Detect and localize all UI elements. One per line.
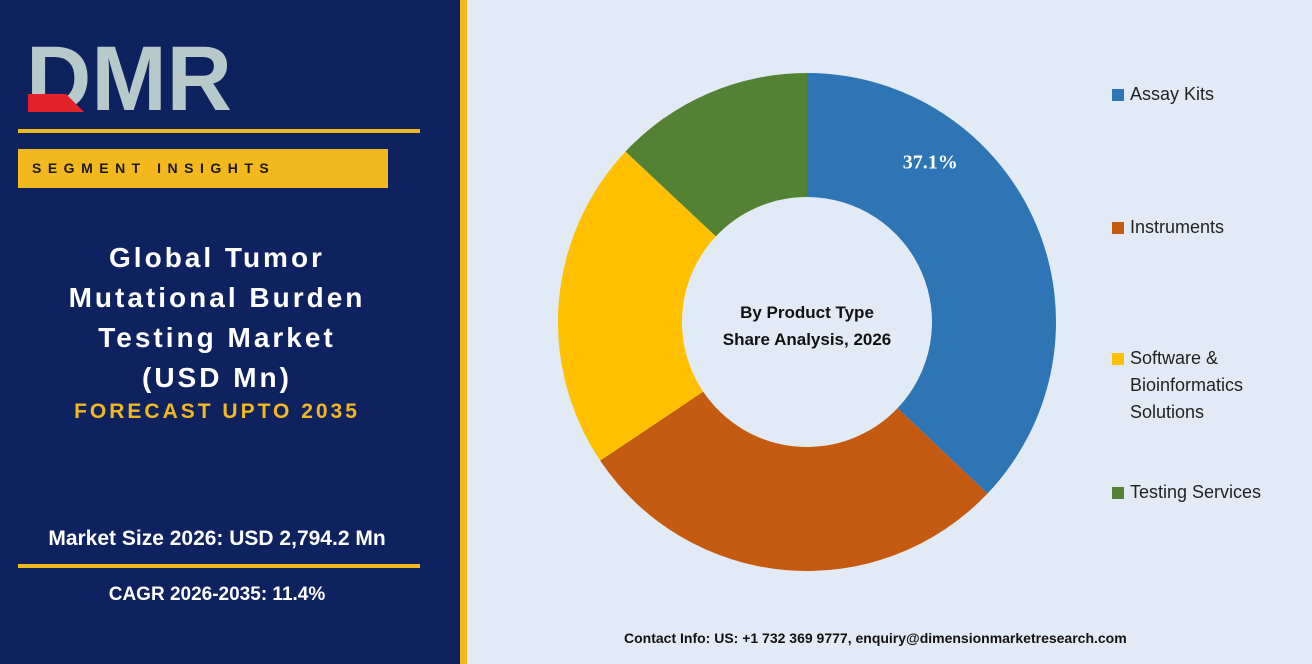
title-line-1: Global Tumor (109, 242, 325, 273)
dmr-logo: DMR (26, 38, 232, 116)
donut-chart: 37.1% By Product Type Share Analysis, 20… (558, 73, 1056, 571)
center-label-line-1: By Product Type (740, 303, 874, 322)
legend-label-line: Assay Kits (1130, 84, 1215, 104)
legend-label-line: Bioinformatics (1130, 375, 1244, 395)
market-size-stat: Market Size 2026: USD 2,794.2 Mn (48, 527, 386, 550)
contact-info: Contact Info: US: +1 732 369 9777, enqui… (624, 630, 1127, 646)
title-line-4: (USD Mn) (142, 362, 292, 393)
legend-label: Instruments (1130, 214, 1224, 241)
divider-bottom (18, 564, 420, 568)
legend-label-line: Solutions (1130, 402, 1205, 422)
legend-label: Testing Services (1130, 479, 1261, 506)
slice-data-label: 37.1% (903, 151, 958, 173)
divider-top (18, 129, 420, 133)
legend-label-line: Testing Services (1130, 482, 1262, 502)
donut-slice-software-bioinformatics-solutions (558, 151, 716, 461)
accent-strip (460, 0, 467, 664)
title-line-2: Mutational Burden (68, 282, 366, 313)
donut-slices (558, 73, 1056, 571)
donut-slice-testing-services (625, 73, 807, 237)
cagr-stat: CAGR 2026-2035: 11.4% (108, 584, 326, 605)
center-label-line-2: Share Analysis, 2026 (723, 330, 892, 349)
forecast-label: FORECAST UPTO 2035 (74, 400, 360, 423)
legend-label-line: Instruments (1130, 217, 1225, 237)
legend-label: Software & Bioinformatics Solutions (1130, 345, 1243, 426)
donut-slice-assay-kits (807, 73, 1056, 494)
legend-swatch (1112, 89, 1124, 101)
donut-slice-labels: 37.1% (903, 151, 958, 173)
legend-label-line: Software & (1130, 348, 1219, 368)
legend-swatch (1112, 222, 1124, 234)
legend-swatch (1112, 487, 1124, 499)
legend-swatch (1112, 353, 1124, 365)
legend-label: Assay Kits (1130, 81, 1214, 108)
title-line-3: Testing Market (98, 322, 336, 353)
segment-insights-text: SEGMENT INSIGHTS (32, 160, 276, 176)
segment-insights-banner: SEGMENT INSIGHTS (18, 149, 388, 188)
donut-slice-instruments (600, 391, 988, 571)
